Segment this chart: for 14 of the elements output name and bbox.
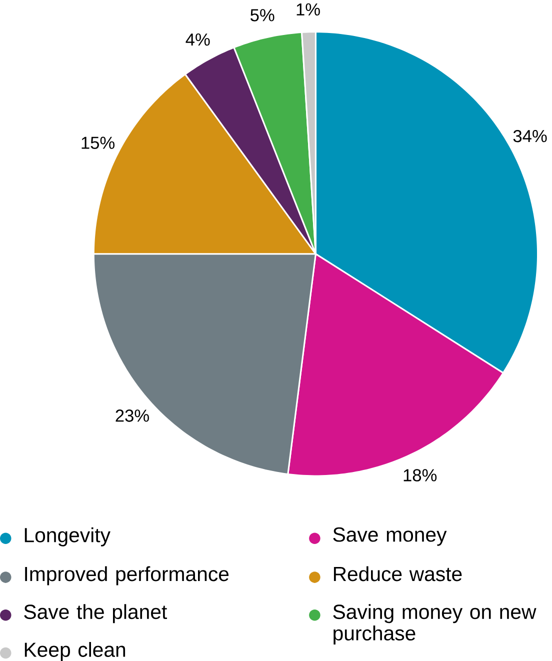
legend-label: Reduce waste [334,566,462,582]
legend-label: Improved performance [24,566,228,586]
data-label: 15% [82,136,114,149]
legend-label: Save the planet [24,604,167,624]
legend-label: Save money [333,527,447,546]
data-label: 5% [250,9,274,22]
legend-label: Keep clean [24,642,125,661]
data-label: 23% [116,410,149,422]
legend-label: Saving money on new purchase [333,604,536,645]
data-label: 18% [404,469,436,482]
data-label: 4% [186,34,210,46]
legend-label: Longevity [24,527,110,546]
data-label: 1% [296,3,320,16]
data-label: 34% [513,130,547,142]
